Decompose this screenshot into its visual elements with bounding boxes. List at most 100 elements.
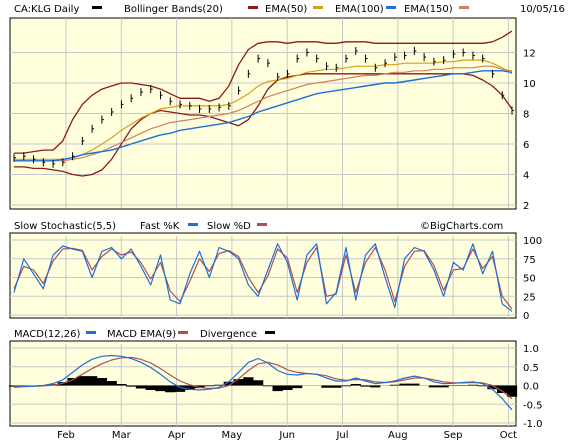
y-tick-label-1: 0 <box>523 311 529 322</box>
y-tick-label-1: 75 <box>523 255 536 266</box>
x-tick-label-feb: Feb <box>57 430 75 441</box>
y-tick-label-2: 1.0 <box>523 344 539 355</box>
divergence-bar <box>252 380 264 386</box>
y-tick-label-0: 6 <box>523 140 529 151</box>
divergence-bar <box>126 385 137 387</box>
macd-ema-label: MACD EMA(9) <box>107 329 176 340</box>
ema150-label: EMA(150) <box>404 4 453 15</box>
x-tick-label-jun: Jun <box>278 430 295 441</box>
divergence-bar <box>497 385 508 393</box>
ema100-line <box>14 65 513 162</box>
y-tick-label-0: 12 <box>523 49 536 60</box>
divergence-bar <box>106 381 117 386</box>
divergence-bar <box>399 383 410 386</box>
bollinger-line <box>14 73 513 177</box>
stochastic-panel <box>9 232 517 319</box>
divergence-bar <box>370 385 381 388</box>
divergence-bar <box>116 384 127 386</box>
divergence-bar <box>174 385 186 392</box>
divergence-bar <box>145 385 156 390</box>
divergence-bar <box>135 385 147 389</box>
slow-d-legend-swatch <box>257 223 267 226</box>
divergence-bar <box>204 385 215 387</box>
divergence-bar <box>213 384 225 386</box>
divergence-bar <box>262 385 274 387</box>
x-tick-label-aug: Aug <box>388 430 408 441</box>
divergence-bar <box>467 384 479 386</box>
divergence-bar <box>428 385 440 388</box>
y-tick-label-1: 100 <box>523 236 542 247</box>
divergence-bar <box>360 385 371 387</box>
divergence-bar <box>282 385 293 390</box>
symbol-label: CA:KLG Daily <box>14 4 79 15</box>
x-tick-label-oct: Oct <box>500 430 517 441</box>
macd-ema-legend-swatch <box>178 331 188 334</box>
bollinger-line <box>14 30 513 154</box>
bollinger-legend-swatch <box>248 6 258 9</box>
ema50-label: EMA(50) <box>265 4 307 15</box>
divergence-bar <box>321 385 332 388</box>
divergence-bar <box>331 385 342 388</box>
divergence-bar <box>67 378 78 386</box>
y-tick-label-0: 2 <box>523 201 529 212</box>
fast-k-legend-swatch <box>188 223 198 226</box>
ema150-line <box>14 70 513 162</box>
divergence-bar <box>233 379 244 386</box>
stochastic-title: Slow Stochastic(5,5) <box>14 221 116 232</box>
x-tick-label-apr: Apr <box>168 430 186 441</box>
fast-k-line <box>13 243 513 312</box>
macd-title: MACD(12,26) <box>14 329 81 340</box>
divergence-bar <box>477 385 488 387</box>
fast-k-label: Fast %K <box>140 221 180 232</box>
plot-layer <box>8 30 518 411</box>
axis-layer: Feb Mar Apr May Jun Jul Aug Sep Oct 2 4 6 8 10 12 0 25 50… <box>57 49 542 442</box>
ema100-label: EMA(100) <box>335 4 384 15</box>
ema150-legend-swatch <box>459 6 469 9</box>
ema50-legend-swatch <box>313 6 323 9</box>
x-tick-label-mar: Mar <box>112 430 132 441</box>
divergence-bar <box>438 385 449 388</box>
y-tick-label-2: 0.0 <box>523 382 539 393</box>
divergence-bar <box>487 385 498 390</box>
divergence-bar <box>184 385 195 390</box>
x-tick-label-sep: Sep <box>444 430 463 441</box>
y-tick-label-0: 8 <box>523 110 529 121</box>
divergence-bar <box>155 385 166 392</box>
divergence-bar <box>506 385 518 397</box>
divergence-bar <box>86 376 98 386</box>
macd-legend-swatch <box>86 331 96 334</box>
x-tick-label-may: May <box>222 430 243 441</box>
chart-date: 10/05/16 <box>520 4 565 15</box>
divergence-bar <box>223 381 234 386</box>
divergence-bar <box>243 377 254 386</box>
y-tick-label-2: -0.5 <box>523 400 543 411</box>
divergence-bar <box>409 383 420 386</box>
y-tick-label-1: 50 <box>523 274 536 285</box>
macd-ema-line <box>14 356 513 400</box>
divergence-bar <box>350 384 361 386</box>
divergence-bar <box>340 385 352 387</box>
y-tick-label-0: 10 <box>523 79 536 90</box>
grid-layer <box>10 18 516 426</box>
ema50-line <box>14 59 513 160</box>
watermark: ©BigCharts.com <box>420 221 503 232</box>
macd-line <box>13 354 513 411</box>
y-tick-label-2: 0.5 <box>523 363 539 374</box>
divergence-bar <box>272 385 283 392</box>
divergence-label: Divergence <box>200 329 257 340</box>
y-tick-label-0: 4 <box>523 171 529 182</box>
divergence-bar <box>77 376 88 386</box>
x-tick-label-jul: Jul <box>335 430 348 441</box>
bollinger-label: Bollinger Bands(20) <box>124 4 223 15</box>
ema100-legend-swatch <box>386 6 396 9</box>
divergence-bar <box>389 384 400 386</box>
slow-d-label: Slow %D <box>207 221 251 232</box>
y-tick-label-1: 25 <box>523 292 536 303</box>
price-legend-swatch <box>92 6 102 9</box>
divergence-bar <box>292 385 303 389</box>
divergence-legend-swatch <box>265 331 275 334</box>
divergence-bar <box>165 385 176 393</box>
y-tick-label-2: -1.0 <box>523 419 543 430</box>
